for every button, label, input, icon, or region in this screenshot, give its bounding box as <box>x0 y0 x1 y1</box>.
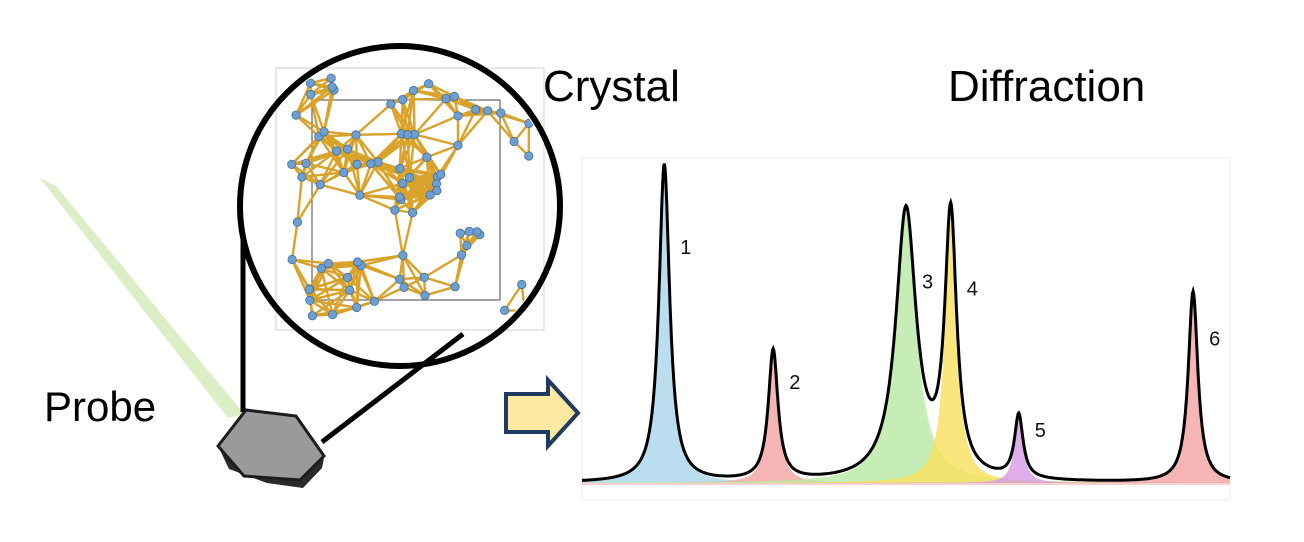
probe-label: Probe <box>44 383 157 430</box>
peak-label: 3 <box>922 271 933 293</box>
crystal-structure <box>237 43 563 369</box>
arrow-icon <box>504 374 581 452</box>
peak-label: 2 <box>789 372 800 394</box>
diffraction-title: Diffraction <box>948 62 1146 111</box>
zoom-line-right <box>320 332 465 444</box>
peak-1-area <box>582 165 1230 483</box>
diffraction-chart: 1 2 3 4 5 6 <box>581 157 1231 501</box>
peak-label: 6 <box>1209 329 1220 351</box>
probe-beam <box>40 178 244 418</box>
peak-label: 1 <box>680 237 691 259</box>
diffraction-curve <box>582 163 1231 482</box>
crystal-title: Crystal <box>543 62 680 111</box>
peak-3-area <box>582 212 1230 483</box>
probe-crystal <box>216 408 326 488</box>
peak-label: 5 <box>1035 420 1046 442</box>
peak-label: 4 <box>967 278 978 300</box>
